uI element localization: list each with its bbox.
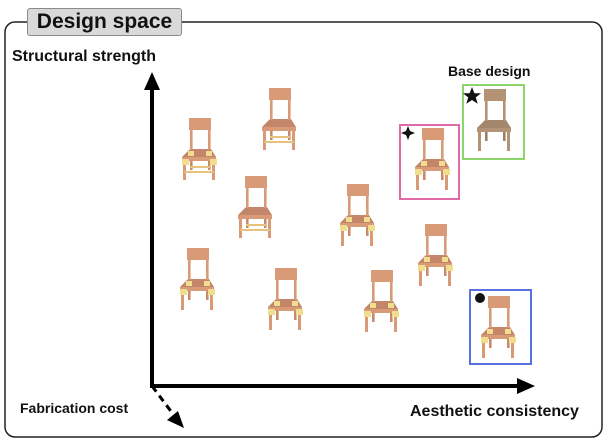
base-design-chair — [477, 89, 511, 151]
chair-design — [238, 176, 272, 238]
diagram-title: Design space — [27, 8, 182, 36]
base-design-label: Base design — [448, 63, 531, 79]
y-axis-label: Structural strength — [12, 48, 157, 65]
chair-design — [364, 270, 399, 332]
blue-highlight-box — [469, 289, 532, 365]
chair-design — [182, 118, 217, 180]
chair-design — [262, 88, 296, 150]
x-axis-arrowhead — [517, 378, 535, 394]
four-point-star-icon — [401, 126, 415, 140]
chair-design — [340, 184, 375, 246]
base-design-box — [462, 84, 525, 160]
chair-design — [418, 224, 453, 286]
star-icon — [463, 87, 481, 104]
chair-design-pink — [415, 128, 450, 190]
z-axis-label: Fabrication cost — [20, 400, 129, 416]
chair-design — [268, 268, 303, 330]
design-space-frame — [4, 21, 603, 438]
pink-highlight-box — [399, 124, 460, 200]
z-axis — [150, 385, 178, 419]
dot-icon — [475, 293, 485, 303]
x-axis-label: Aesthetic consistency — [410, 403, 579, 420]
chair-design-blue — [481, 296, 516, 358]
y-axis-arrowhead — [144, 72, 160, 90]
z-axis-arrowhead — [167, 411, 184, 428]
chair-design — [180, 248, 215, 310]
